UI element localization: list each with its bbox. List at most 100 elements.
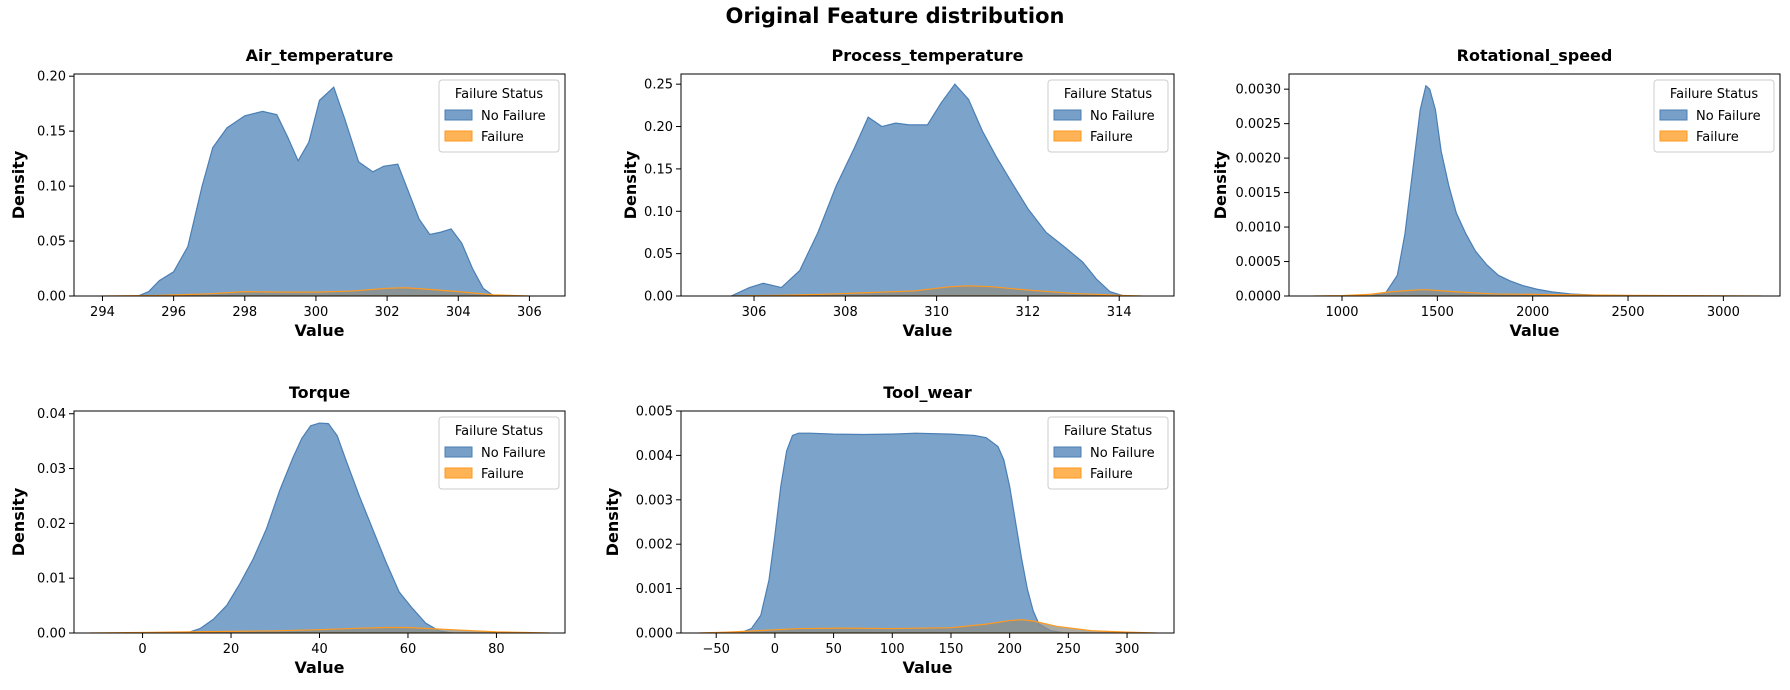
x-tick-label: −50 (702, 642, 729, 657)
legend: Failure Status No Failure Failure (1653, 79, 1775, 153)
legend-swatch (1053, 130, 1082, 142)
y-tick-label: 0.10 (644, 205, 673, 220)
x-tick-label: 314 (1107, 305, 1132, 320)
legend-entry: Failure (481, 130, 524, 145)
legend-swatch (1053, 109, 1082, 121)
x-tick-label: 2000 (1516, 305, 1549, 320)
x-tick-label: 294 (90, 305, 115, 320)
axes-frame (73, 73, 566, 297)
y-axis-label: Density (9, 150, 28, 219)
x-tick-label: 310 (924, 305, 949, 320)
plot-area (89, 422, 550, 633)
series-area-failure (731, 285, 1143, 296)
legend-swatch (1053, 446, 1082, 458)
legend-entry: Failure (1696, 130, 1739, 145)
y-tick-label: 0.0005 (1236, 255, 1282, 270)
series-area-failure (89, 626, 550, 633)
y-tick-label: 0.02 (37, 517, 66, 532)
y-axis-label: Density (1211, 150, 1230, 219)
x-tick-label: 150 (939, 642, 964, 657)
y-tick-label: 0.05 (37, 235, 66, 250)
y-tick-label: 0.00 (37, 290, 66, 305)
legend-swatch (1659, 130, 1688, 142)
y-tick-label: 0.00 (644, 290, 673, 305)
y-axis-label: Density (603, 487, 622, 556)
legend-title: Failure Status (1670, 87, 1759, 102)
legend: Failure Status No Failure Failure (1047, 79, 1169, 153)
legend-entry: Failure (1090, 467, 1133, 482)
x-tick-label: 0 (138, 642, 146, 657)
y-tick-label: 0.005 (636, 405, 673, 420)
x-tick-label: 306 (517, 305, 542, 320)
y-tick-label: 0.10 (37, 180, 66, 195)
y-tick-label: 0.0015 (1236, 186, 1282, 201)
legend-swatch (1053, 467, 1082, 479)
x-tick-label: 304 (446, 305, 471, 320)
y-tick-label: 0.0000 (1236, 290, 1282, 305)
y-tick-label: 0.20 (37, 70, 66, 85)
y-tick-label: 0.03 (37, 462, 66, 477)
plot-area (730, 83, 1143, 296)
y-tick-label: 0.05 (644, 247, 673, 262)
y-tick-label: 0.15 (644, 162, 673, 177)
subplot-title: Rotational_speed (1457, 46, 1613, 65)
legend: Failure Status No Failure Failure (1047, 416, 1169, 490)
legend: Failure Status No Failure Failure (438, 79, 560, 153)
legend-entry: No Failure (481, 446, 546, 461)
y-tick-label: 0.003 (636, 493, 673, 508)
x-tick-label: 1500 (1421, 305, 1454, 320)
series-area-no-failure (739, 432, 1086, 633)
series-area-no-failure (730, 83, 1124, 296)
subplot-title: Air_temperature (246, 46, 394, 65)
x-tick-label: 3000 (1707, 305, 1740, 320)
legend-entry: No Failure (1090, 446, 1155, 461)
axes-frame (680, 410, 1175, 634)
x-tick-label: 250 (1056, 642, 1081, 657)
series-area-no-failure (137, 86, 495, 296)
legend-swatch (444, 109, 473, 121)
subplot-3: 1000 1500 2000 2500 3000 0.0000 0.0005 0.0010 0.… (1211, 46, 1781, 340)
y-tick-label: 0.25 (644, 78, 673, 93)
legend-entry: No Failure (481, 109, 546, 124)
series-area-failure (102, 287, 530, 296)
y-tick-label: 0.004 (636, 449, 673, 464)
x-axis-label: Value (902, 321, 952, 340)
figure-title: Original Feature distribution (725, 4, 1065, 28)
x-tick-label: 0 (771, 642, 779, 657)
subplot-4: 0 20 40 60 80 0.00 0.01 0.02 0.03 0.04 Torque Value… (9, 383, 566, 677)
y-tick-label: 0.002 (636, 538, 673, 553)
legend-swatch (444, 130, 473, 142)
x-tick-label: 60 (400, 642, 417, 657)
y-axis-label: Density (9, 487, 28, 556)
x-axis-label: Value (1509, 321, 1559, 340)
y-tick-label: 0.001 (636, 582, 673, 597)
x-tick-label: 312 (1016, 305, 1041, 320)
y-tick-label: 0.0020 (1236, 152, 1282, 167)
x-tick-label: 296 (161, 305, 186, 320)
x-tick-label: 200 (997, 642, 1022, 657)
legend-swatch (444, 467, 473, 479)
legend-entry: No Failure (1090, 109, 1155, 124)
y-tick-label: 0.0010 (1236, 221, 1282, 236)
y-tick-label: 0.0025 (1236, 117, 1282, 132)
legend-entry: No Failure (1696, 109, 1761, 124)
y-axis-label: Density (621, 150, 640, 219)
x-tick-label: 2500 (1611, 305, 1644, 320)
axes-frame (1288, 73, 1781, 297)
axes-frame (680, 73, 1175, 297)
x-axis-label: Value (294, 321, 344, 340)
x-tick-label: 1000 (1325, 305, 1358, 320)
legend-swatch (1659, 109, 1688, 121)
y-tick-label: 0.000 (636, 627, 673, 642)
plot-area (698, 432, 1157, 633)
x-tick-label: 80 (488, 642, 505, 657)
subplot-title: Torque (289, 383, 351, 402)
legend-title: Failure Status (1064, 424, 1153, 439)
x-axis-label: Value (294, 658, 344, 677)
x-tick-label: 20 (223, 642, 240, 657)
subplot-title: Tool_wear (883, 383, 972, 402)
legend-title: Failure Status (455, 87, 544, 102)
y-tick-label: 0.04 (37, 407, 66, 422)
x-tick-label: 40 (311, 642, 328, 657)
